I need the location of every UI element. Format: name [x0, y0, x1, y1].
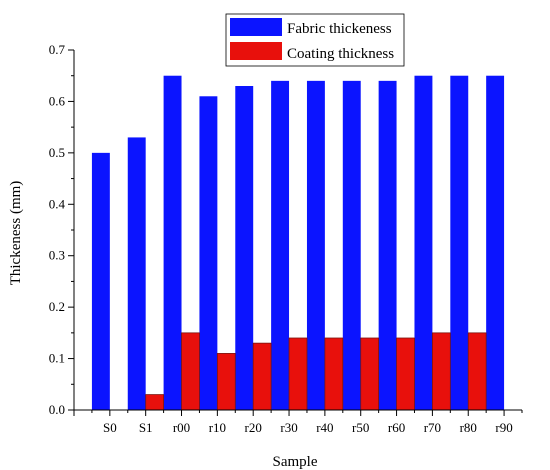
- bar-coating-r70: [431, 332, 451, 411]
- x-tick-label: r80: [460, 420, 477, 435]
- x-tick-label: r60: [388, 420, 405, 435]
- y-tick-label: 0.2: [49, 299, 65, 314]
- bar-coating-r60: [396, 337, 415, 411]
- bar-fabric-S1: [127, 137, 146, 410]
- bar-coating-r30: [288, 337, 308, 411]
- x-tick-label: r10: [209, 420, 226, 435]
- y-tick-label: 0.1: [49, 351, 65, 366]
- x-tick-label: r40: [316, 420, 333, 435]
- bar-fabric-r70: [414, 75, 433, 410]
- x-tick-label: S0: [103, 420, 117, 435]
- fabric-series: [91, 75, 505, 411]
- y-tick-label: 0.3: [49, 248, 65, 263]
- legend-label-coating: Coating thickness: [287, 46, 394, 62]
- x-tick-label: r30: [280, 420, 297, 435]
- bar-coating-r50: [360, 337, 380, 411]
- x-tick-label: r00: [173, 420, 190, 435]
- x-tick-label: r50: [352, 420, 369, 435]
- bar-coating-S1: [145, 394, 164, 411]
- bar-fabric-r90: [486, 75, 505, 410]
- bar-coating-r00: [181, 332, 200, 411]
- y-tick-label: 0.7: [49, 42, 66, 57]
- bar-coating-r10: [216, 353, 236, 411]
- legend-swatch-fabric: [230, 18, 282, 36]
- x-tick-label: r90: [495, 420, 512, 435]
- bar-fabric-r40: [306, 80, 325, 410]
- legend-swatch-coating: [230, 42, 282, 60]
- x-tick-label: r20: [245, 420, 262, 435]
- bar-fabric-r10: [199, 96, 218, 411]
- bar-coating-r80: [467, 332, 487, 411]
- bar-fabric-r80: [450, 75, 469, 410]
- x-axis-title: Sample: [273, 454, 318, 470]
- legend-label-fabric: Fabric thickeness: [287, 21, 392, 37]
- bar-coating-r40: [324, 337, 344, 411]
- y-tick-label: 0.5: [49, 145, 65, 160]
- bar-coating-r20: [252, 342, 272, 411]
- bar-fabric-r00: [163, 75, 182, 410]
- bar-fabric-r50: [342, 80, 361, 410]
- bar-fabric-r30: [271, 80, 290, 410]
- y-axis-title: Thickeness (mm): [8, 181, 24, 286]
- x-tick-label: S1: [139, 420, 153, 435]
- bar-fabric-S0: [91, 152, 110, 410]
- bar-fabric-r60: [378, 80, 397, 410]
- bar-fabric-r20: [235, 86, 254, 410]
- legend: Fabric thickeness Coating thickness: [225, 13, 405, 67]
- y-tick-label: 0.4: [49, 196, 66, 211]
- x-axis-ticks: S0 S1 r00 r10 r20 r30 r40 r50 r60 r70 r80 r90: [73, 410, 523, 435]
- y-tick-label: 0.0: [49, 402, 65, 417]
- y-axis-ticks: 0.0 0.1 0.2 0.3 0.4 0.5 0.6 0.7: [49, 42, 74, 417]
- x-tick-label: r70: [424, 420, 441, 435]
- y-tick-label: 0.6: [49, 93, 66, 108]
